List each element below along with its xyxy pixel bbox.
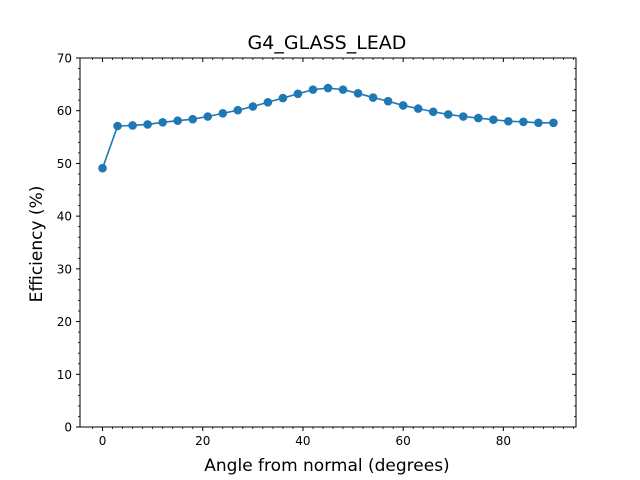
y-tick-label: 10 <box>57 368 72 382</box>
data-point <box>293 89 303 99</box>
chart-title: G4_GLASS_LEAD <box>248 32 407 54</box>
y-tick-label: 50 <box>57 157 72 171</box>
data-point <box>173 116 182 126</box>
data-point <box>549 118 558 128</box>
data-point <box>278 93 288 103</box>
data-point <box>368 93 378 102</box>
x-tick-label: 20 <box>195 434 210 448</box>
plot-frame <box>79 57 577 428</box>
data-point <box>398 101 408 110</box>
data-point <box>248 102 258 111</box>
data-point <box>458 112 468 121</box>
data-series <box>98 83 558 173</box>
data-point <box>218 109 228 118</box>
x-tick-label: 0 <box>99 434 107 448</box>
data-point <box>519 117 528 127</box>
data-point <box>474 113 483 123</box>
data-point <box>188 114 198 124</box>
data-point <box>233 105 243 115</box>
y-tick-label: 70 <box>57 52 72 66</box>
y-tick-label: 40 <box>57 210 72 224</box>
data-point <box>158 118 167 127</box>
data-point <box>428 107 438 117</box>
data-point <box>143 120 152 129</box>
data-point <box>113 121 122 131</box>
y-tick-label: 0 <box>64 421 72 435</box>
x-tick-label: 60 <box>396 434 411 448</box>
y-tick-label: 60 <box>57 104 72 118</box>
data-point <box>323 83 333 93</box>
y-axis-label: Efficiency (%) <box>27 186 47 303</box>
data-point <box>203 112 213 121</box>
x-tick-label: 40 <box>295 434 310 448</box>
data-point <box>489 115 498 124</box>
data-point <box>308 85 318 94</box>
axis-ticks: 0 10 20 30 40 50 60 70 0 20 40 60 80 <box>57 52 576 448</box>
data-point <box>353 89 363 98</box>
data-point <box>413 104 423 113</box>
data-point <box>128 121 137 130</box>
data-point <box>443 110 453 119</box>
data-point <box>534 118 543 128</box>
series-line <box>101 87 554 169</box>
y-tick-label: 20 <box>57 315 72 329</box>
data-point <box>98 163 107 173</box>
data-point <box>263 97 273 107</box>
x-tick-label: 80 <box>496 434 511 448</box>
x-axis-label: Angle from normal (degrees) <box>204 456 449 476</box>
data-point <box>338 85 348 94</box>
data-point <box>383 96 393 106</box>
data-point <box>504 116 513 126</box>
y-tick-label: 30 <box>57 262 72 276</box>
